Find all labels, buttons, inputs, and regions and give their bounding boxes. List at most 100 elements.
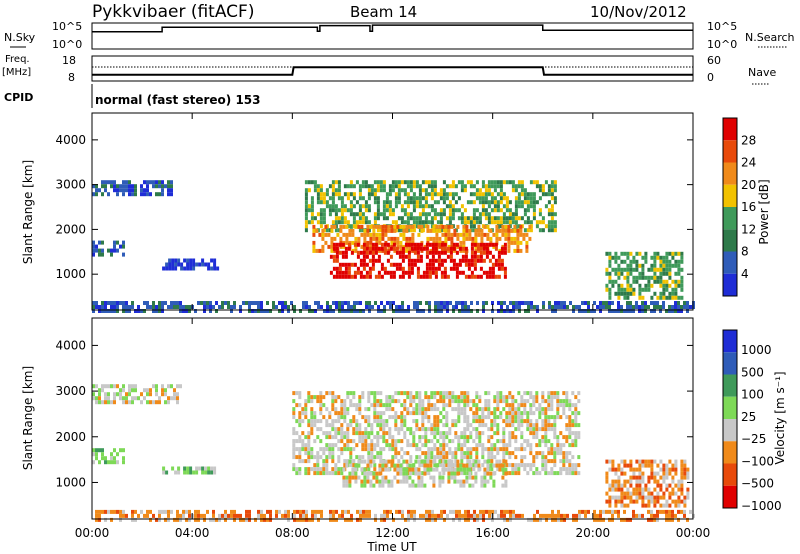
heatmap-cell [529, 463, 533, 468]
heatmap-cell [539, 517, 542, 522]
heatmap-cell [308, 305, 311, 309]
heatmap-cell [92, 305, 95, 309]
heatmap-cell [455, 266, 459, 271]
heatmap-cell [305, 513, 308, 518]
heatmap-cell [171, 262, 175, 267]
heatmap-cell [476, 517, 479, 522]
heatmap-cell [415, 423, 419, 428]
heatmap-cell [515, 305, 518, 309]
heatmap-cell [500, 266, 504, 271]
heatmap-cell [302, 513, 305, 518]
heatmap-cell [432, 475, 436, 480]
heatmap-cell [320, 509, 323, 514]
heatmap-cell [424, 443, 428, 448]
heatmap-cell [638, 291, 642, 296]
heatmap-cell [370, 439, 374, 444]
heatmap-cell [483, 224, 487, 229]
heatmap-cell [550, 451, 554, 456]
heatmap-cell [479, 242, 483, 247]
heatmap-cell [568, 431, 572, 436]
heatmap-cell [341, 274, 345, 279]
heatmap-cell [448, 192, 452, 197]
heatmap-cell [203, 305, 206, 309]
heatmap-cell [299, 309, 302, 313]
velocity-colorbar-label: Velocity [m s⁻¹] [773, 371, 787, 464]
heatmap-cell [189, 470, 193, 475]
heatmap-cell [485, 301, 488, 305]
heatmap-cell [653, 259, 657, 264]
heatmap-cell [260, 305, 263, 309]
heatmap-cell [467, 266, 471, 271]
heatmap-cell [436, 439, 440, 444]
heatmap-cell [493, 204, 497, 209]
heatmap-cell [517, 200, 521, 205]
heatmap-cell [373, 192, 377, 197]
heatmap-cell [629, 475, 633, 480]
heatmap-cell [541, 463, 545, 468]
heatmap-cell [437, 513, 440, 518]
heatmap-cell [361, 439, 365, 444]
heatmap-cell [349, 403, 353, 408]
heatmap-cell [188, 513, 191, 518]
heatmap-cell [599, 509, 602, 514]
heatmap-cell [377, 274, 381, 279]
heatmap-cell [427, 407, 431, 412]
power-heatmap-cells [92, 180, 695, 313]
heatmap-cell [334, 399, 338, 404]
heatmap-cell [499, 192, 503, 197]
heatmap-cell [568, 419, 572, 424]
heatmap-cell [483, 483, 487, 488]
heatmap-cell [544, 443, 548, 448]
heatmap-cell [325, 391, 329, 396]
heatmap-cell [401, 250, 405, 255]
heatmap-cell [508, 423, 512, 428]
heatmap-cell [340, 220, 344, 225]
heatmap-cell [107, 384, 110, 389]
heatmap-cell [647, 267, 651, 272]
heatmap-cell [113, 384, 116, 389]
heatmap-cell [384, 479, 388, 484]
heatmap-cell [605, 459, 609, 464]
heatmap-cell [344, 509, 347, 514]
heatmap-cell [665, 463, 669, 468]
heatmap-cell [421, 180, 425, 185]
heatmap-cell [358, 403, 362, 408]
heatmap-cell [119, 388, 122, 393]
heatmap-cell [330, 224, 334, 229]
heatmap-cell [355, 423, 359, 428]
heatmap-cell [492, 479, 496, 484]
heatmap-cell [428, 513, 431, 518]
heatmap-cell [509, 509, 512, 514]
heatmap-cell [535, 184, 539, 189]
heatmap-cell [443, 250, 447, 255]
heatmap-cell [432, 479, 436, 484]
heatmap-cell [332, 242, 336, 247]
heatmap-cell [632, 287, 636, 292]
heatmap-cell [340, 200, 344, 205]
heatmap-cell [406, 192, 410, 197]
heatmap-cell [674, 287, 678, 292]
heatmap-cell [356, 309, 359, 313]
heatmap-cell [146, 388, 149, 393]
heatmap-cell [161, 392, 164, 397]
heatmap-cell [418, 391, 422, 396]
heatmap-cell [433, 419, 437, 424]
heatmap-cell [671, 305, 674, 309]
heatmap-cell [339, 236, 343, 241]
heatmap-cell [505, 415, 509, 420]
heatmap-cell [490, 419, 494, 424]
heatmap-cell [460, 443, 464, 448]
heatmap-cell [481, 204, 485, 209]
heatmap-cell [532, 471, 536, 476]
heatmap-cell [376, 208, 380, 213]
heatmap-cell [394, 439, 398, 444]
heatmap-cell [128, 400, 131, 405]
heatmap-cell [469, 184, 473, 189]
heatmap-cell [553, 427, 557, 432]
heatmap-cell [641, 309, 644, 313]
heatmap-cell [399, 467, 403, 472]
heatmap-cell [104, 509, 107, 514]
heatmap-cell [505, 196, 509, 201]
noise-right-tick-bottom: 10^0 [707, 38, 737, 51]
heatmap-cell [143, 301, 146, 305]
